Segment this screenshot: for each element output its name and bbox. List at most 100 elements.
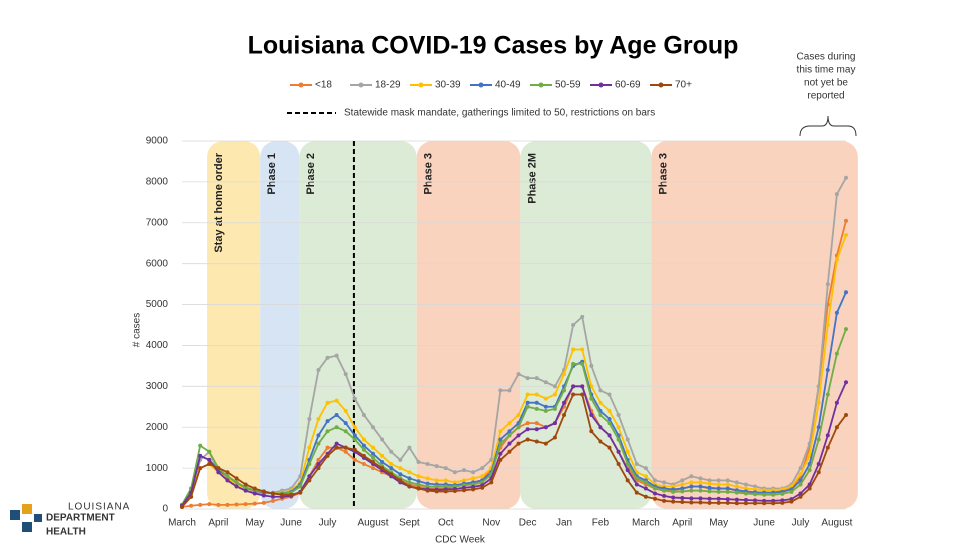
data-point — [780, 491, 785, 496]
data-point — [516, 372, 521, 377]
data-point — [389, 449, 394, 454]
logo-text: HEALTH — [46, 527, 86, 538]
y-axis-label: # cases — [132, 313, 143, 347]
data-point — [507, 429, 512, 434]
logo-text: DEPARTMENT — [46, 513, 115, 524]
phase-label: Stay at home order — [213, 152, 225, 252]
data-point — [189, 503, 194, 508]
data-point — [407, 484, 412, 489]
legend-label: 30-39 — [435, 80, 461, 91]
x-tick-label: July — [319, 518, 337, 529]
data-point — [589, 363, 594, 368]
x-tick-label: Jan — [556, 518, 572, 529]
data-point — [180, 504, 184, 509]
data-point — [689, 474, 694, 479]
data-point — [380, 437, 385, 442]
data-point — [352, 433, 357, 438]
data-point — [507, 388, 512, 393]
y-tick-label: 1000 — [146, 463, 169, 474]
data-point — [498, 388, 503, 393]
x-tick-label: Nov — [482, 518, 500, 529]
data-point — [243, 488, 248, 493]
data-point — [480, 485, 485, 490]
data-point — [671, 489, 676, 494]
data-point — [416, 482, 421, 487]
data-point — [834, 310, 839, 315]
data-point — [361, 462, 366, 467]
data-point — [625, 449, 630, 454]
report-bracket — [799, 115, 857, 137]
x-tick-label: March — [168, 518, 196, 529]
data-point — [234, 484, 239, 489]
data-point — [352, 437, 357, 442]
data-point — [598, 412, 603, 417]
x-tick-label: August — [357, 518, 388, 529]
data-point — [716, 500, 721, 505]
legend-label: 60-69 — [615, 80, 641, 91]
data-point — [743, 501, 748, 506]
data-point — [316, 466, 321, 471]
y-tick-label: 6000 — [146, 258, 169, 269]
data-point — [389, 466, 394, 471]
data-point — [834, 425, 839, 430]
data-point — [616, 412, 621, 417]
data-point — [598, 439, 603, 444]
data-point — [671, 484, 676, 489]
data-point — [798, 491, 803, 496]
data-point — [543, 425, 548, 430]
data-point — [270, 491, 275, 496]
data-point — [652, 496, 657, 501]
data-point — [316, 462, 321, 467]
data-point — [543, 404, 548, 409]
data-point — [361, 447, 366, 452]
data-point — [643, 474, 648, 479]
x-tick-label: March — [632, 518, 660, 529]
data-point — [834, 192, 839, 197]
data-point — [270, 494, 275, 499]
data-point — [471, 487, 476, 492]
data-point — [507, 421, 512, 426]
data-point — [844, 290, 848, 295]
data-point — [834, 257, 839, 262]
data-point — [343, 429, 348, 434]
legend-marker — [298, 82, 304, 88]
data-point — [325, 445, 330, 450]
data-point — [789, 489, 794, 494]
data-point — [361, 412, 366, 417]
data-point — [416, 459, 421, 464]
data-point — [498, 457, 503, 462]
data-point — [725, 482, 730, 487]
data-point — [343, 372, 348, 377]
data-point — [416, 486, 421, 491]
data-point — [698, 480, 703, 485]
data-point — [225, 502, 230, 507]
series — [180, 233, 848, 507]
data-point — [207, 449, 212, 454]
data-point — [261, 500, 266, 505]
data-point — [625, 437, 630, 442]
data-point — [571, 361, 576, 366]
data-point — [607, 417, 612, 422]
data-point — [771, 501, 776, 506]
x-tick-label: April — [208, 518, 228, 529]
data-point — [798, 472, 803, 477]
data-point — [407, 470, 412, 475]
data-point — [270, 498, 275, 503]
data-point — [234, 480, 239, 485]
data-point — [598, 400, 603, 405]
data-point — [225, 470, 230, 475]
data-point — [316, 433, 321, 438]
data-point — [189, 494, 194, 499]
data-point — [525, 400, 530, 405]
data-point — [780, 500, 785, 505]
data-point — [734, 501, 739, 506]
data-point — [643, 486, 648, 491]
data-point — [680, 500, 685, 505]
data-point — [616, 437, 621, 442]
data-point — [216, 502, 221, 507]
data-point — [571, 323, 576, 327]
data-point — [589, 412, 594, 417]
x-tick-label: June — [280, 518, 302, 529]
data-point — [589, 429, 594, 434]
x-tick-label: Feb — [592, 518, 610, 529]
